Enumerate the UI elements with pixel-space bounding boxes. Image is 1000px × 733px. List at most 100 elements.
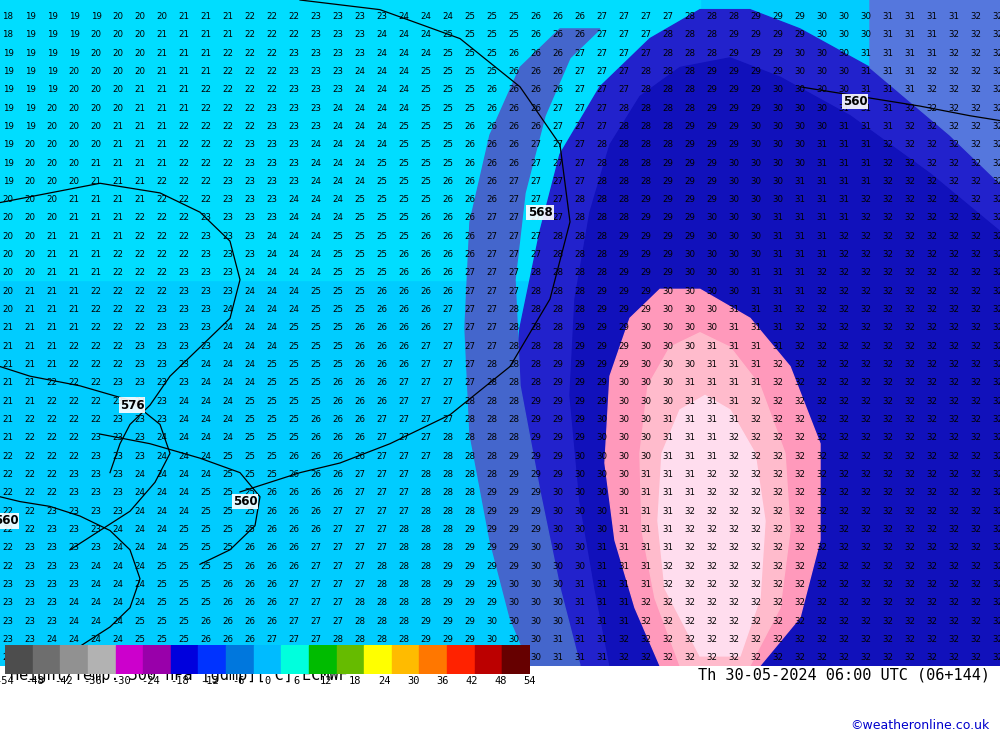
Text: 28: 28 xyxy=(509,323,520,333)
Text: 30: 30 xyxy=(596,525,608,534)
Text: 25: 25 xyxy=(222,488,234,498)
Text: 25: 25 xyxy=(376,268,388,278)
Text: 23: 23 xyxy=(288,85,300,95)
Text: 28: 28 xyxy=(552,305,564,314)
Text: 32: 32 xyxy=(904,635,916,644)
Text: 31: 31 xyxy=(684,378,696,388)
Text: 25: 25 xyxy=(354,305,366,314)
Text: 31: 31 xyxy=(750,305,762,314)
Text: 31: 31 xyxy=(816,213,828,223)
Text: 22: 22 xyxy=(24,507,36,516)
Text: 30: 30 xyxy=(772,140,784,150)
Text: 29: 29 xyxy=(465,616,475,626)
Text: 32: 32 xyxy=(926,158,938,168)
Text: 26: 26 xyxy=(420,268,432,278)
Text: 24: 24 xyxy=(112,580,124,589)
Text: 26: 26 xyxy=(486,85,498,95)
Text: 32: 32 xyxy=(728,525,740,534)
Text: 22: 22 xyxy=(178,250,190,259)
Text: 21: 21 xyxy=(2,433,14,443)
Text: 23: 23 xyxy=(90,470,102,479)
Text: 30: 30 xyxy=(816,85,828,95)
Text: 32: 32 xyxy=(684,635,696,644)
Text: 24: 24 xyxy=(442,12,454,21)
Text: 32: 32 xyxy=(992,195,1000,205)
Text: 32: 32 xyxy=(970,140,982,150)
Text: 28: 28 xyxy=(420,470,432,479)
Text: 31: 31 xyxy=(662,543,674,553)
Text: 32: 32 xyxy=(970,561,982,571)
Text: 32: 32 xyxy=(860,452,872,461)
Text: 32: 32 xyxy=(706,653,718,663)
Text: 32: 32 xyxy=(926,653,938,663)
Text: 32: 32 xyxy=(684,561,696,571)
Text: 31: 31 xyxy=(596,543,608,553)
Text: 26: 26 xyxy=(442,250,454,259)
Text: 32: 32 xyxy=(948,525,960,534)
Text: 22: 22 xyxy=(134,268,146,278)
Text: 19: 19 xyxy=(3,158,13,168)
Text: 20: 20 xyxy=(46,195,58,205)
Text: 24: 24 xyxy=(244,378,256,388)
Text: 27: 27 xyxy=(509,250,520,259)
Text: 23: 23 xyxy=(200,287,212,296)
Text: 32: 32 xyxy=(992,268,1000,278)
Text: 27: 27 xyxy=(596,30,608,40)
Text: 31: 31 xyxy=(618,507,630,516)
Text: 28: 28 xyxy=(596,140,608,150)
Text: 31: 31 xyxy=(640,507,652,516)
Text: 24: 24 xyxy=(376,67,388,76)
Text: 32: 32 xyxy=(926,360,938,369)
Text: 26: 26 xyxy=(354,415,366,424)
Text: 32: 32 xyxy=(926,616,938,626)
Text: 32: 32 xyxy=(794,525,806,534)
Text: 25: 25 xyxy=(486,67,498,76)
Text: 32: 32 xyxy=(816,543,828,553)
Text: 30: 30 xyxy=(662,378,674,388)
Text: 29: 29 xyxy=(641,305,651,314)
Text: 32: 32 xyxy=(794,635,806,644)
Text: 20: 20 xyxy=(68,103,80,113)
Text: 23: 23 xyxy=(112,470,124,479)
Text: 31: 31 xyxy=(750,287,762,296)
Text: 19: 19 xyxy=(47,48,57,58)
Text: 29: 29 xyxy=(773,67,783,76)
Text: 28: 28 xyxy=(486,415,498,424)
Text: 21: 21 xyxy=(46,323,58,333)
Text: 25: 25 xyxy=(200,543,212,553)
Text: 32: 32 xyxy=(750,507,762,516)
Text: 24: 24 xyxy=(310,232,322,241)
Text: 31: 31 xyxy=(883,122,894,131)
Text: 32: 32 xyxy=(970,30,982,40)
Text: 24: 24 xyxy=(112,561,124,571)
Bar xyxy=(60,645,88,674)
Text: 25: 25 xyxy=(244,525,256,534)
Text: 32: 32 xyxy=(640,653,652,663)
Text: 29: 29 xyxy=(487,525,497,534)
Text: 31: 31 xyxy=(860,177,872,186)
Text: 32: 32 xyxy=(750,525,762,534)
Text: 32: 32 xyxy=(706,561,718,571)
Text: 28: 28 xyxy=(354,653,366,663)
Text: 32: 32 xyxy=(794,397,806,406)
Text: 26: 26 xyxy=(530,103,542,113)
Text: 32: 32 xyxy=(662,561,674,571)
Text: 23: 23 xyxy=(156,360,168,369)
Text: 25: 25 xyxy=(244,470,256,479)
Text: 28: 28 xyxy=(464,452,476,461)
Text: 31: 31 xyxy=(904,48,916,58)
Text: 32: 32 xyxy=(992,342,1000,351)
Text: 25: 25 xyxy=(178,580,190,589)
Text: 29: 29 xyxy=(751,67,761,76)
Text: 28: 28 xyxy=(596,195,608,205)
Text: 31: 31 xyxy=(838,140,850,150)
Text: 30: 30 xyxy=(486,653,498,663)
Text: 32: 32 xyxy=(992,12,1000,21)
Text: 29: 29 xyxy=(641,213,651,223)
Text: 32: 32 xyxy=(706,635,718,644)
Text: 24: 24 xyxy=(178,507,190,516)
Bar xyxy=(419,645,447,674)
Text: 22: 22 xyxy=(46,488,58,498)
Text: 23: 23 xyxy=(244,195,256,205)
Text: 31: 31 xyxy=(596,580,608,589)
